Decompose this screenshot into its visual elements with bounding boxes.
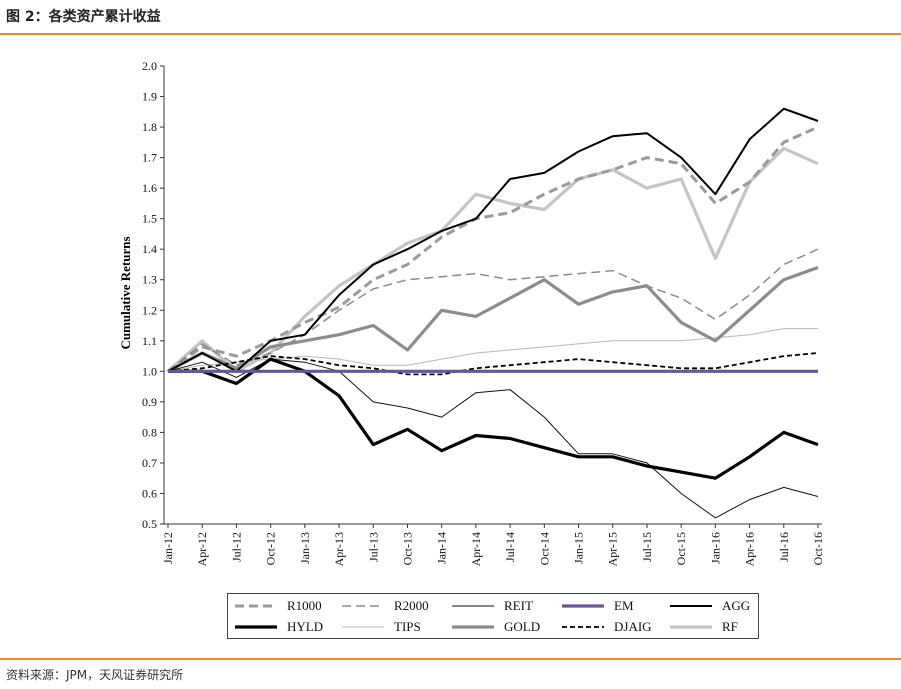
- x-tick-label: Jul-13: [366, 532, 380, 562]
- x-tick-label: Jan-14: [435, 532, 449, 564]
- source-note: 资料来源：JPM，天风证券研究所: [6, 668, 184, 682]
- y-tick-label: 1.0: [142, 364, 157, 378]
- legend-swatch: [562, 604, 604, 608]
- y-tick-label: 0.5: [142, 517, 157, 531]
- x-tick-label: Jan-13: [298, 532, 312, 564]
- x-tick-label: Jan-15: [572, 532, 586, 564]
- x-tick-label: Jul-15: [640, 532, 654, 562]
- legend-label: AGG: [722, 598, 751, 613]
- legend-swatch: [670, 605, 712, 607]
- y-tick-label: 2.0: [142, 59, 157, 73]
- legend-item-reit: REIT: [450, 597, 533, 615]
- legend-label: RF: [722, 619, 738, 634]
- y-tick-label: 1.2: [142, 303, 157, 317]
- footer-rule: [0, 658, 901, 660]
- series-line-agg: [167, 107, 819, 373]
- y-tick-label: 0.6: [142, 486, 157, 500]
- series-layer: [166, 107, 819, 519]
- y-tick-label: 0.9: [142, 395, 157, 409]
- x-tick-label: Jul-14: [503, 532, 517, 562]
- x-tick-label: Apr-16: [743, 532, 757, 566]
- legend-label: DJAIG: [614, 619, 652, 634]
- legend-item-tips: TIPS: [340, 618, 421, 636]
- x-tick-label: Apr-12: [195, 532, 209, 566]
- series-line-djaig: [167, 352, 819, 376]
- legend-item-r2000: R2000: [340, 597, 429, 615]
- x-tick-label: Oct-12: [264, 532, 278, 565]
- legend-item-gold: GOLD: [450, 618, 540, 636]
- axes-layer: 2.0 1.9 1.8 1.7 1.6 1.5 1.4 1.3 1.2 1.1 1.0 0.9 0.8 0…: [142, 59, 825, 566]
- header-rule: [0, 33, 901, 35]
- legend-label: TIPS: [394, 619, 421, 634]
- x-tick-label: Jan-16: [708, 532, 722, 564]
- legend-swatch: [562, 626, 604, 628]
- legend-item-rf: RF: [668, 618, 738, 636]
- legend-item-djaig: DJAIG: [560, 618, 652, 636]
- x-tick-label: Oct-15: [674, 532, 688, 565]
- legend-item-r1000: R1000: [233, 597, 322, 615]
- legend-label: R2000: [394, 598, 429, 613]
- legend-swatch: [235, 625, 277, 629]
- legend-swatch: [670, 625, 712, 629]
- y-tick-label: 0.7: [142, 456, 157, 470]
- series-line-gold: [167, 265, 819, 373]
- series-line-r1000: [167, 125, 819, 373]
- y-tick-label: 1.9: [142, 90, 157, 104]
- y-tick-label: 1.1: [142, 334, 157, 348]
- legend-item-em: EM: [560, 597, 634, 615]
- legend-label: REIT: [504, 598, 533, 613]
- figure-title: 图 2：各类资产累计收益: [6, 9, 161, 25]
- series-line-hyld: [168, 357, 819, 480]
- chart-legend: R1000 R2000 REIT EM AGG HYLD TIPS GOLD DJAIG RF: [227, 593, 759, 639]
- legend-label: R1000: [287, 598, 322, 613]
- x-tick-label: Apr-14: [469, 532, 483, 566]
- y-tick-label: 1.7: [142, 151, 157, 165]
- x-tick-label: Jul-16: [777, 532, 791, 562]
- cumulative-returns-chart: 2.0 1.9 1.8 1.7 1.6 1.5 1.4 1.3 1.2 1.1 1.0 0.9 0.8 0…: [118, 59, 825, 566]
- y-tick-label: 1.4: [142, 242, 157, 256]
- x-tick-label: Jul-12: [229, 532, 243, 562]
- legend-label: HYLD: [287, 619, 324, 634]
- series-line-r2000: [167, 248, 819, 372]
- legend-item-agg: AGG: [668, 597, 750, 615]
- y-tick-label: 1.5: [142, 212, 157, 226]
- legend-swatch: [342, 605, 384, 607]
- legend-swatch: [342, 626, 384, 628]
- legend-label: EM: [614, 598, 634, 613]
- x-tick-label: Oct-16: [811, 532, 825, 565]
- legend-label: GOLD: [504, 619, 541, 634]
- y-axis-label: Cumulative Returns: [118, 236, 133, 349]
- legend-swatch: [452, 605, 494, 607]
- y-tick-label: 0.8: [142, 425, 157, 439]
- x-tick-label: Oct-14: [537, 532, 551, 565]
- y-tick-label: 1.8: [142, 120, 157, 134]
- y-tick-label: 1.6: [142, 181, 157, 195]
- x-tick-label: Oct-13: [400, 532, 414, 565]
- legend-swatch: [235, 604, 277, 608]
- legend-swatch: [452, 625, 494, 629]
- y-tick-label: 1.3: [142, 273, 157, 287]
- legend-item-hyld: HYLD: [233, 618, 323, 636]
- x-tick-label: Jan-12: [161, 532, 175, 564]
- x-tick-label: Apr-13: [332, 532, 346, 566]
- x-tick-label: Apr-15: [606, 532, 620, 566]
